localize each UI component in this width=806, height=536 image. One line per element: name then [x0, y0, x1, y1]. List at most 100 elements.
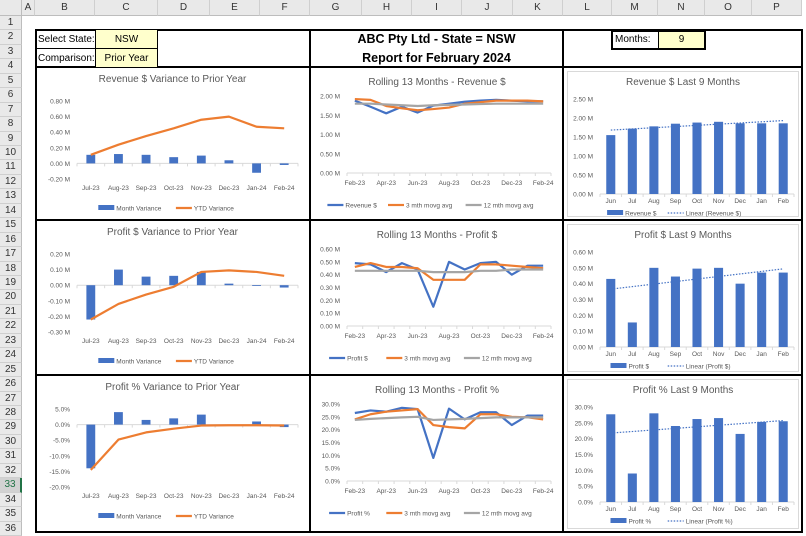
row-header-36[interactable]: 36 — [0, 521, 22, 536]
x-tick-label: Feb-23 — [345, 180, 366, 187]
chart-rev-roll[interactable]: Rolling 13 Months - Revenue $ 0.00 M 0.50 … — [311, 68, 563, 220]
bar — [627, 473, 637, 502]
row-header-26[interactable]: 26 — [0, 377, 22, 392]
row-header-18[interactable]: 18 — [0, 261, 22, 276]
column-header-P[interactable]: P — [752, 0, 802, 16]
column-header-F[interactable]: F — [260, 0, 310, 16]
months-input[interactable]: 9 — [658, 30, 706, 50]
y-tick-label: 20.0% — [322, 427, 341, 434]
row-header-5[interactable]: 5 — [0, 73, 22, 89]
chart-profit-roll[interactable]: Rolling 13 Months - Profit $ 0.00 M 0.10 M… — [311, 221, 563, 375]
column-header-N[interactable]: N — [658, 0, 705, 16]
row-header-32[interactable]: 32 — [0, 463, 22, 479]
row-header-10[interactable]: 10 — [0, 146, 22, 161]
column-header-D[interactable]: D — [158, 0, 210, 16]
row-header-21[interactable]: 21 — [0, 304, 22, 320]
column-header-A[interactable]: A — [22, 0, 35, 16]
row-header-1[interactable]: 1 — [0, 16, 22, 31]
column-header-K[interactable]: K — [513, 0, 563, 16]
bar — [778, 421, 788, 502]
column-header-H[interactable]: H — [362, 0, 412, 16]
row-header-12[interactable]: 12 — [0, 174, 22, 190]
chart-rev-var[interactable]: Revenue $ Variance to Prior Year -0.20 M 0… — [35, 68, 310, 220]
column-header-G[interactable]: G — [310, 0, 362, 16]
state-input[interactable]: NSW — [95, 29, 158, 49]
section-divider-right — [562, 29, 564, 533]
y-tick-label: 0.00 M — [320, 324, 340, 331]
row-header-3[interactable]: 3 — [0, 44, 22, 60]
column-header-O[interactable]: O — [705, 0, 752, 16]
bar — [606, 135, 616, 194]
row-header-19[interactable]: 19 — [0, 276, 22, 291]
row-header-29[interactable]: 29 — [0, 420, 22, 435]
legend-item: Profit % — [329, 511, 370, 518]
row-header-25[interactable]: 25 — [0, 362, 22, 378]
bar — [606, 414, 616, 502]
legend-item: 3 mth movg avg — [386, 356, 451, 363]
column-header-I[interactable]: I — [412, 0, 462, 16]
chart-pct-roll[interactable]: Rolling 13 Months - Profit % 0.0% 5.0% 10.0… — [311, 376, 563, 532]
y-tick-label: -10.0% — [49, 453, 70, 460]
chart-pct-var[interactable]: Profit % Variance to Prior Year -20.0% -15… — [35, 376, 310, 532]
chart-rev-last9[interactable]: Revenue $ Last 9 Months 0.00 M 0.50 M 1.00 … — [564, 68, 802, 220]
x-tick-label: Oct-23 — [471, 333, 491, 340]
column-header-J[interactable]: J — [462, 0, 513, 16]
row-header-23[interactable]: 23 — [0, 333, 22, 349]
chart-title: Profit $ Variance to Prior Year — [107, 227, 239, 238]
bar — [141, 154, 151, 164]
row-header-8[interactable]: 8 — [0, 117, 22, 132]
bar — [735, 433, 745, 502]
row-header-13[interactable]: 13 — [0, 189, 22, 204]
legend-item: Linear (Profit %) — [667, 519, 733, 526]
x-tick-label: Aug — [648, 198, 660, 205]
row-header-30[interactable]: 30 — [0, 434, 22, 450]
x-tick-label: Dec — [734, 506, 746, 513]
trendline — [610, 268, 784, 290]
bar — [606, 278, 616, 347]
state-label: Select State: — [35, 29, 96, 49]
legend-item: Month Variance — [98, 358, 162, 366]
row-header-28[interactable]: 28 — [0, 406, 22, 421]
row-header-14[interactable]: 14 — [0, 203, 22, 219]
row-header-33[interactable]: 33 — [0, 478, 22, 493]
select-all-corner[interactable] — [0, 0, 22, 16]
comparison-input[interactable]: Prior Year — [95, 48, 158, 68]
row-header-35[interactable]: 35 — [0, 507, 22, 522]
y-tick-label: 1.50 M — [573, 135, 593, 142]
row-header-17[interactable]: 17 — [0, 247, 22, 262]
x-tick-label: Feb — [778, 351, 790, 358]
row-header-15[interactable]: 15 — [0, 218, 22, 233]
row-header-24[interactable]: 24 — [0, 348, 22, 363]
column-header-L[interactable]: L — [563, 0, 612, 16]
chart-svg: Rolling 13 Months - Profit $ 0.00 M 0.10 M… — [320, 230, 554, 363]
row-header-2[interactable]: 2 — [0, 30, 22, 45]
row-header-4[interactable]: 4 — [0, 59, 22, 74]
legend-item: 3 mth movg avg — [388, 203, 453, 210]
chart-profit-var[interactable]: Profit $ Variance to Prior Year -0.30 M -0… — [35, 221, 310, 375]
column-header-B[interactable]: B — [35, 0, 95, 16]
row-header-9[interactable]: 9 — [0, 131, 22, 146]
column-header-C[interactable]: C — [95, 0, 158, 16]
y-tick-label: -5.0% — [53, 438, 70, 445]
row-header-34[interactable]: 34 — [0, 492, 22, 508]
row-header-6[interactable]: 6 — [0, 88, 22, 103]
row-header-16[interactable]: 16 — [0, 232, 22, 248]
row-header-11[interactable]: 11 — [0, 160, 22, 175]
row-header-31[interactable]: 31 — [0, 449, 22, 464]
y-tick-label: 15.0% — [575, 452, 594, 459]
column-header-E[interactable]: E — [210, 0, 260, 16]
section-divider-left — [309, 29, 311, 533]
y-tick-label: 0.20 M — [50, 145, 70, 152]
column-header-M[interactable]: M — [612, 0, 658, 16]
row-divider-2 — [35, 219, 803, 221]
y-tick-label: 0.30 M — [573, 297, 593, 304]
chart-profit-last9[interactable]: Profit $ Last 9 Months 0.00 M 0.10 M 0.20 M… — [564, 221, 802, 375]
chart-pct-last9[interactable]: Profit % Last 9 Months 0.0% 5.0% 10.0% 15.0%… — [564, 376, 802, 532]
row-header-7[interactable]: 7 — [0, 102, 22, 118]
x-tick-label: Nov-23 — [191, 338, 212, 345]
x-tick-label: Jun — [606, 198, 617, 205]
x-tick-label: Jul-23 — [82, 185, 100, 192]
row-header-22[interactable]: 22 — [0, 319, 22, 334]
row-header-20[interactable]: 20 — [0, 290, 22, 305]
row-header-27[interactable]: 27 — [0, 391, 22, 406]
